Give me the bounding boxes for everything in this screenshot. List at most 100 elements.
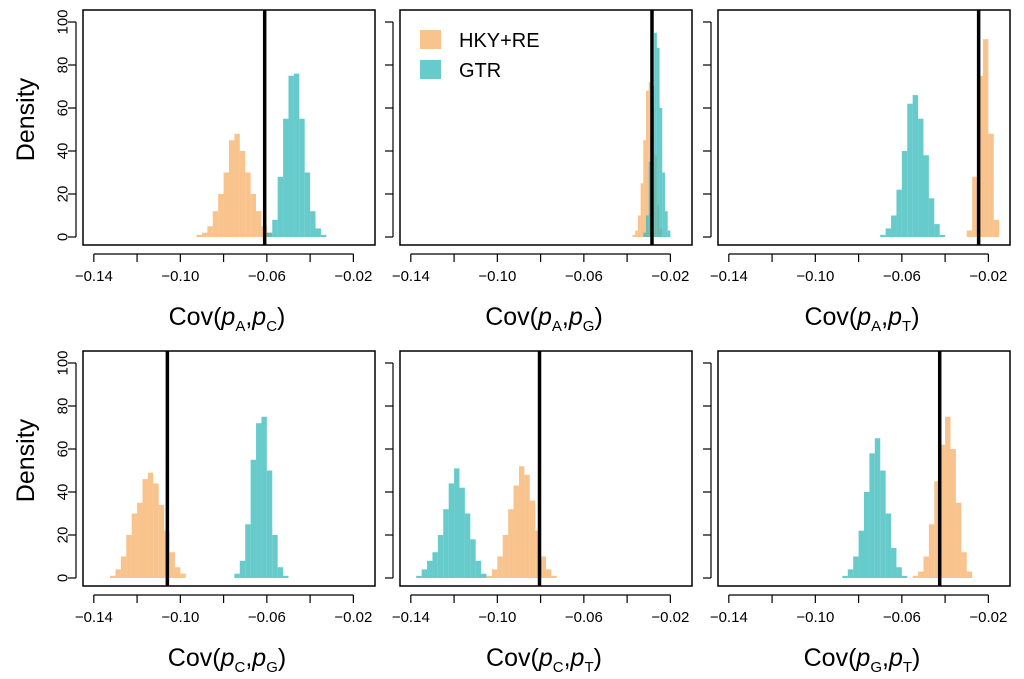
histogram-bar	[239, 151, 246, 237]
histogram-bar	[283, 575, 289, 578]
histogram-bar	[546, 569, 552, 578]
y-tick-label: 80	[55, 398, 72, 415]
legend-label-hky: HKY+RE	[459, 30, 540, 52]
x-tick-label: −0.10	[161, 268, 199, 285]
histogram-bar	[266, 232, 273, 237]
x-tick-label: −0.06	[565, 268, 603, 285]
x-tick-label: −0.10	[796, 609, 834, 626]
histogram-bar	[131, 513, 138, 578]
histogram-bar	[245, 524, 251, 578]
histogram-bar	[421, 569, 428, 578]
x-tick-label: −0.10	[796, 268, 834, 285]
y-tick-label: 40	[55, 484, 72, 501]
histogram-bar	[250, 459, 257, 578]
x-tick-label: −0.02	[969, 268, 1007, 285]
histogram-bar	[955, 502, 962, 578]
histogram-bar	[896, 189, 902, 237]
histogram-bar	[667, 230, 671, 237]
x-tick-label: −0.06	[248, 609, 286, 626]
histogram-bar	[896, 567, 902, 578]
histogram-bar	[659, 108, 663, 237]
x-tick-label: −0.06	[883, 609, 921, 626]
histogram-bar	[288, 75, 294, 237]
x-axis-title: Cov(pA,pC)	[169, 303, 286, 335]
histogram-bar	[158, 504, 165, 578]
x-tick-label: −0.06	[248, 268, 286, 285]
histogram-bar	[272, 219, 278, 237]
histogram-panel-6: −0.14 −0.10 −0.06 −0.02 Cov(pG,pT)	[703, 350, 1011, 676]
histogram-bar	[961, 552, 967, 578]
histogram-bar	[277, 176, 284, 237]
x-axis-title: Cov(pA,pT)	[804, 303, 919, 335]
histogram-bar	[662, 172, 665, 237]
histogram-bar	[212, 211, 219, 237]
x-tick-label: −0.14	[710, 268, 748, 285]
histogram-bar	[416, 575, 422, 578]
series-hky	[912, 416, 973, 578]
histogram-bar	[891, 215, 897, 237]
histogram-bar	[266, 470, 273, 578]
histogram-bar	[966, 571, 973, 578]
histogram-bar	[891, 547, 897, 578]
legend-label-gtr: GTR	[459, 60, 501, 82]
histogram-bar	[885, 513, 892, 578]
y-tick-label: 20	[55, 527, 72, 544]
histogram-bar	[481, 573, 487, 578]
histogram-bar	[901, 575, 908, 578]
histogram-panel-3: −0.14 −0.10 −0.06 −0.02 Cov(pA,pT)	[703, 9, 1011, 335]
histogram-bar	[120, 556, 127, 578]
histogram-bar	[245, 172, 251, 237]
histogram-bar	[437, 535, 444, 578]
histogram-bar	[907, 103, 913, 237]
x-axis-title: Cov(pC,pT)	[486, 644, 602, 676]
plot-frame	[82, 350, 376, 587]
x-tick-label: −0.02	[651, 609, 689, 626]
histogram-bar	[643, 232, 647, 237]
y-axis-title: Density	[12, 418, 40, 502]
histogram-bar	[234, 573, 240, 578]
histogram-bar	[950, 449, 956, 578]
histogram-bar	[939, 234, 946, 237]
series-hky	[110, 472, 186, 578]
histogram-bar	[126, 535, 132, 578]
series-gtr	[880, 95, 946, 237]
y-tick-label: 60	[55, 441, 72, 458]
series-hky	[196, 133, 273, 237]
histogram-bar	[646, 90, 649, 237]
histogram-bar	[648, 161, 652, 237]
histogram-bar	[864, 492, 870, 578]
histogram-panel-2: −0.14 −0.10 −0.06 −0.02 Cov(pA,pG)	[385, 9, 693, 335]
histogram-bar	[988, 133, 994, 237]
histogram-bar	[459, 487, 465, 578]
histogram-bar	[540, 556, 546, 578]
histogram-bar	[310, 211, 316, 237]
histogram-bar	[497, 556, 503, 578]
x-tick-label: −0.14	[392, 609, 430, 626]
histogram-bar	[142, 479, 148, 578]
histogram-bar	[250, 194, 257, 237]
histogram-bar	[923, 556, 929, 578]
y-tick-label: 100	[55, 9, 72, 34]
histogram-panel-1: −0.14 −0.10 −0.06 −0.02 0 20 40 60 80 100 Density C…	[12, 9, 376, 335]
x-axis-title: Cov(pC,pG)	[168, 644, 286, 676]
histogram-bar	[654, 32, 657, 237]
series-gtr	[266, 73, 327, 237]
x-tick-label: −0.14	[75, 268, 113, 285]
legend-swatch-gtr	[420, 60, 441, 79]
histogram-bar	[299, 118, 305, 237]
histogram-bar	[448, 483, 455, 578]
histogram-bar	[293, 73, 300, 237]
histogram-bar	[207, 226, 213, 237]
histogram-bar	[470, 539, 476, 578]
histogram-bar	[635, 230, 638, 237]
histogram-bar	[277, 567, 284, 578]
histogram-bar	[486, 575, 492, 578]
histogram-bar	[880, 470, 886, 578]
histogram-bar	[180, 573, 186, 578]
y-tick-label: 0	[55, 233, 72, 241]
histogram-bar	[918, 118, 924, 237]
histogram-bar	[229, 140, 235, 237]
x-tick-label: −0.14	[710, 609, 748, 626]
histogram-bar	[239, 560, 246, 578]
histogram-bar	[847, 569, 854, 578]
